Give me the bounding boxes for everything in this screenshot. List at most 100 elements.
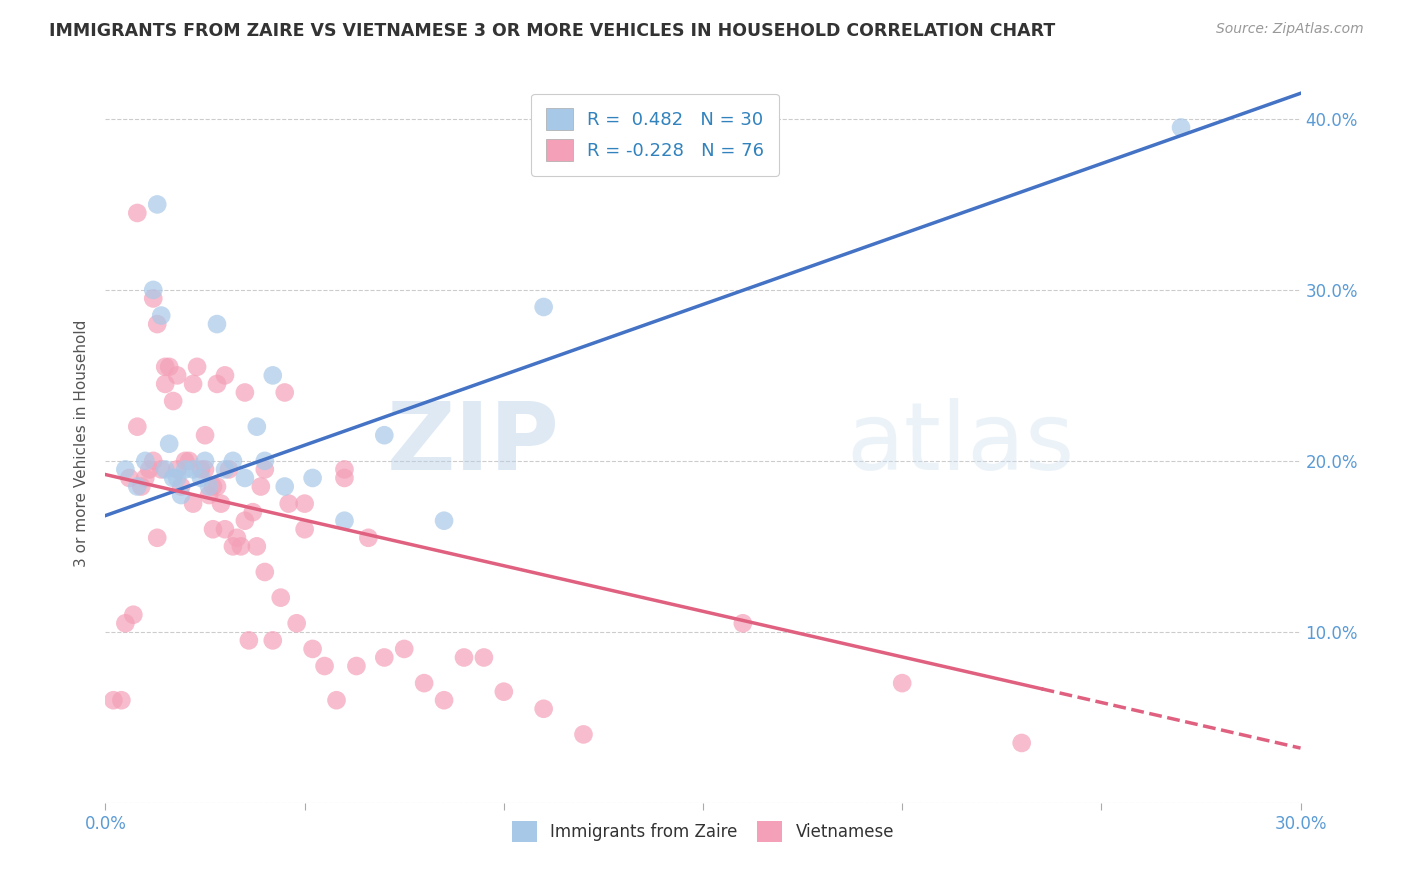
Point: [214, 522, 236, 536]
Point: [142, 454, 165, 468]
Point: [146, 317, 169, 331]
Point: [301, 471, 323, 485]
Point: [262, 633, 284, 648]
Point: [127, 479, 149, 493]
Text: IMMIGRANTS FROM ZAIRE VS VIETNAMESE 3 OR MORE VEHICLES IN HOUSEHOLD CORRELATION : IMMIGRANTS FROM ZAIRE VS VIETNAMESE 3 OR…: [49, 22, 1056, 40]
Point: [150, 462, 173, 476]
Point: [433, 693, 456, 707]
Point: [253, 454, 276, 468]
Point: [253, 462, 276, 476]
Point: [1170, 120, 1192, 135]
Point: [118, 471, 141, 485]
Point: [891, 676, 914, 690]
Point: [134, 471, 156, 485]
Point: [1011, 736, 1033, 750]
Point: [177, 454, 201, 468]
Point: [138, 462, 160, 476]
Point: [110, 693, 132, 707]
Point: [153, 376, 177, 391]
Point: [174, 462, 197, 476]
Point: [433, 514, 456, 528]
Point: [114, 462, 136, 476]
Point: [214, 368, 236, 383]
Text: ZIP: ZIP: [387, 398, 560, 490]
Point: [114, 616, 136, 631]
Point: [333, 514, 356, 528]
Point: [285, 616, 308, 631]
Point: [277, 497, 299, 511]
Point: [153, 359, 177, 374]
Point: [572, 727, 595, 741]
Point: [214, 462, 236, 476]
Point: [373, 650, 395, 665]
Point: [731, 616, 754, 631]
Point: [166, 462, 188, 476]
Point: [333, 462, 356, 476]
Point: [198, 479, 221, 493]
Legend: Immigrants from Zaire, Vietnamese: Immigrants from Zaire, Vietnamese: [505, 814, 901, 848]
Point: [198, 488, 221, 502]
Point: [162, 394, 184, 409]
Point: [157, 436, 180, 450]
Point: [181, 462, 204, 476]
Point: [229, 539, 252, 553]
Point: [186, 359, 208, 374]
Point: [246, 539, 269, 553]
Point: [453, 650, 475, 665]
Point: [533, 300, 555, 314]
Point: [209, 497, 232, 511]
Point: [413, 676, 436, 690]
Point: [205, 317, 228, 331]
Point: [162, 471, 184, 485]
Point: [205, 376, 228, 391]
Point: [142, 292, 165, 306]
Point: [314, 659, 336, 673]
Point: [294, 497, 316, 511]
Point: [373, 428, 395, 442]
Point: [346, 659, 368, 673]
Point: [190, 471, 212, 485]
Point: [301, 642, 323, 657]
Point: [233, 385, 256, 400]
Point: [492, 684, 515, 698]
Point: [273, 479, 295, 493]
Point: [134, 454, 156, 468]
Point: [103, 693, 125, 707]
Point: [202, 522, 225, 536]
Point: [325, 693, 347, 707]
Y-axis label: 3 or more Vehicles in Household: 3 or more Vehicles in Household: [75, 320, 90, 567]
Point: [238, 633, 260, 648]
Point: [127, 206, 149, 220]
Point: [533, 702, 555, 716]
Point: [170, 479, 193, 493]
Point: [166, 368, 188, 383]
Point: [242, 505, 264, 519]
Point: [202, 479, 225, 493]
Point: [146, 197, 169, 211]
Point: [392, 642, 416, 657]
Point: [246, 419, 269, 434]
Point: [129, 479, 153, 493]
Point: [472, 650, 495, 665]
Point: [153, 462, 177, 476]
Point: [218, 462, 240, 476]
Point: [181, 376, 204, 391]
Point: [225, 531, 249, 545]
Point: [294, 522, 316, 536]
Point: [262, 368, 284, 383]
Point: [233, 514, 256, 528]
Point: [181, 497, 204, 511]
Point: [270, 591, 292, 605]
Point: [222, 454, 245, 468]
Point: [170, 488, 193, 502]
Point: [157, 359, 180, 374]
Point: [194, 462, 217, 476]
Point: [333, 471, 356, 485]
Point: [194, 428, 217, 442]
Point: [253, 565, 276, 579]
Point: [174, 454, 197, 468]
Point: [357, 531, 380, 545]
Point: [190, 462, 212, 476]
Point: [250, 479, 273, 493]
Point: [194, 454, 217, 468]
